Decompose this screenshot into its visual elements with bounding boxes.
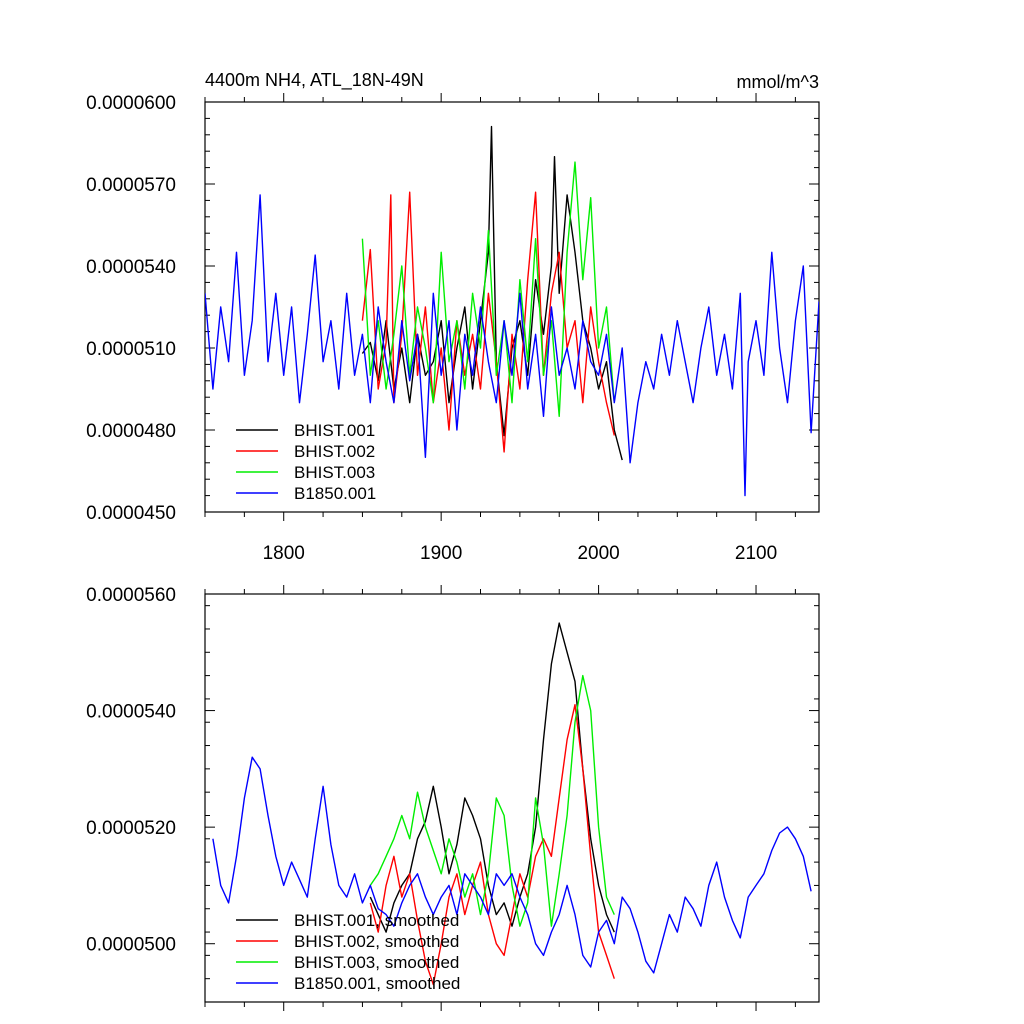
- bottom-panel: 0.0000500 0.0000520 0.0000540 0.0000560 BHIS…: [86, 585, 820, 1011]
- series-line-bhist-003-smoothed: [369, 674, 615, 927]
- y-tick-label: 0.0000540: [86, 702, 176, 723]
- x-tick-label: 2100: [735, 543, 777, 564]
- x-tick-label: 1900: [420, 543, 462, 564]
- legend-label: BHIST.001: [294, 421, 375, 440]
- units-label: mmol/m^3: [737, 72, 819, 92]
- y-tick-label: 0.0000560: [86, 585, 176, 606]
- chart-title: 4400m NH4, ATL_18N-49N: [205, 70, 424, 91]
- y-tick-label: 0.0000570: [86, 175, 176, 196]
- y-tick-label: 0.0000510: [86, 339, 176, 360]
- x-tick-label: 2000: [577, 543, 619, 564]
- series-line-bhist-001-smoothed: [369, 622, 615, 933]
- y-tick-label: 0.0000600: [86, 93, 176, 114]
- series-line-b1850-001: [205, 194, 819, 497]
- series-line-bhist-001: [361, 125, 623, 461]
- plot-frame: [204, 593, 820, 1003]
- legend-label: BHIST.002, smoothed: [294, 932, 459, 951]
- y-tick-label: 0.0000480: [86, 421, 176, 442]
- legend-label: B1850.001, smoothed: [294, 974, 460, 993]
- legend-label: B1850.001: [294, 484, 376, 503]
- legend-label: BHIST.001, smoothed: [294, 911, 459, 930]
- series-line-b1850-001-smoothed: [212, 756, 812, 974]
- y-tick-label: 0.0000450: [86, 503, 176, 524]
- y-tick-label: 0.0000500: [86, 935, 176, 956]
- top-panel: 1800 1900 2000 2100 0.0000450 0.0000480 0.0000…: [86, 70, 820, 564]
- x-tick-label: 1800: [263, 543, 305, 564]
- y-tick-label: 0.0000540: [86, 257, 176, 278]
- legend-label: BHIST.003, smoothed: [294, 953, 459, 972]
- series-line-bhist-003: [361, 161, 615, 417]
- legend-label: BHIST.003: [294, 463, 375, 482]
- y-tick-label: 0.0000520: [86, 818, 176, 839]
- series-line-bhist-002-smoothed: [369, 704, 615, 986]
- legend-label: BHIST.002: [294, 442, 375, 461]
